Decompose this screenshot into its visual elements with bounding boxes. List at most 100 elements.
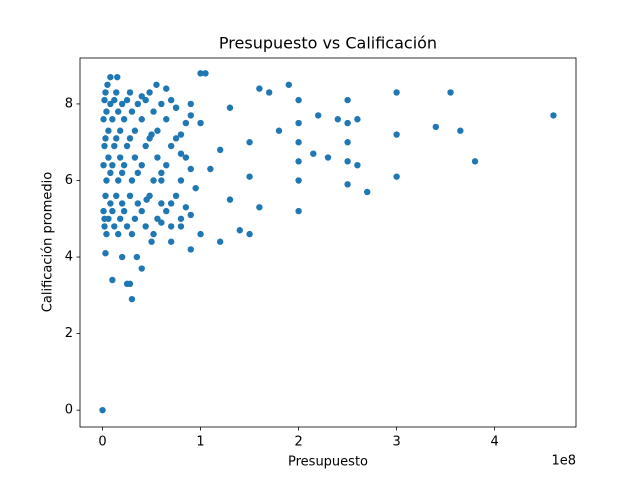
point — [114, 73, 121, 81]
y-tick-label: 4 — [65, 250, 73, 265]
point — [138, 265, 145, 272]
point — [103, 230, 110, 238]
point — [138, 116, 145, 123]
point — [344, 96, 351, 104]
point — [142, 96, 149, 104]
point — [154, 127, 161, 134]
point — [153, 81, 160, 88]
point — [216, 238, 224, 245]
point — [207, 165, 214, 173]
point — [177, 177, 185, 184]
point — [154, 154, 161, 161]
point — [344, 181, 351, 188]
point — [126, 192, 134, 200]
point — [118, 253, 126, 261]
point — [182, 154, 190, 161]
y-tick-label: 8 — [65, 96, 73, 111]
point — [120, 207, 128, 215]
point — [344, 158, 351, 165]
point — [295, 139, 302, 146]
point — [101, 223, 108, 230]
point — [197, 119, 204, 127]
point — [393, 131, 400, 138]
point — [134, 200, 142, 207]
point — [126, 89, 134, 96]
point — [177, 215, 185, 222]
point — [172, 135, 180, 142]
point — [133, 253, 141, 261]
point — [158, 219, 165, 226]
point — [236, 227, 243, 234]
point — [150, 177, 157, 184]
point — [246, 173, 253, 180]
point — [393, 89, 400, 96]
point — [447, 89, 454, 96]
point — [115, 177, 122, 184]
point — [100, 161, 107, 169]
point — [142, 223, 149, 230]
point — [344, 139, 351, 146]
point — [324, 154, 332, 161]
point — [116, 127, 124, 134]
point — [364, 188, 371, 196]
point — [344, 119, 351, 127]
point — [246, 230, 253, 238]
point — [111, 96, 118, 104]
point — [134, 100, 142, 108]
x-tick-label: 1 — [196, 435, 204, 450]
point — [118, 100, 126, 108]
point — [275, 127, 283, 134]
point — [128, 108, 136, 115]
point — [154, 215, 161, 222]
point — [115, 108, 122, 115]
point — [103, 108, 110, 115]
point — [202, 70, 209, 77]
point — [107, 100, 114, 108]
point — [432, 123, 440, 131]
point — [216, 146, 224, 154]
point — [150, 230, 157, 238]
point — [109, 116, 116, 123]
point — [107, 73, 114, 81]
y-tick-label: 6 — [65, 173, 73, 188]
point — [295, 177, 302, 184]
point — [226, 196, 234, 203]
point — [310, 150, 317, 157]
point — [128, 230, 136, 238]
point — [138, 93, 145, 100]
point — [172, 192, 180, 200]
point — [126, 135, 134, 142]
point — [146, 192, 153, 200]
point — [265, 89, 273, 96]
point — [354, 161, 361, 169]
point — [101, 96, 108, 104]
point — [111, 223, 118, 230]
point — [285, 81, 292, 88]
point — [177, 150, 185, 157]
point — [100, 116, 107, 123]
point — [163, 85, 170, 92]
point — [146, 135, 153, 142]
point — [167, 142, 175, 150]
point — [102, 250, 109, 257]
point — [163, 207, 170, 215]
point — [131, 154, 139, 161]
x-tick-label: 4 — [490, 435, 498, 450]
point — [99, 406, 106, 414]
point — [142, 142, 149, 150]
point — [314, 112, 322, 119]
point — [123, 142, 131, 150]
point — [334, 116, 342, 123]
point — [109, 161, 116, 169]
point — [107, 200, 114, 207]
point — [158, 177, 165, 184]
point — [101, 142, 108, 150]
point — [100, 207, 107, 215]
point — [102, 192, 109, 200]
point — [131, 127, 139, 134]
point — [550, 112, 557, 119]
point — [138, 207, 145, 215]
point — [146, 89, 153, 96]
point — [120, 116, 128, 123]
